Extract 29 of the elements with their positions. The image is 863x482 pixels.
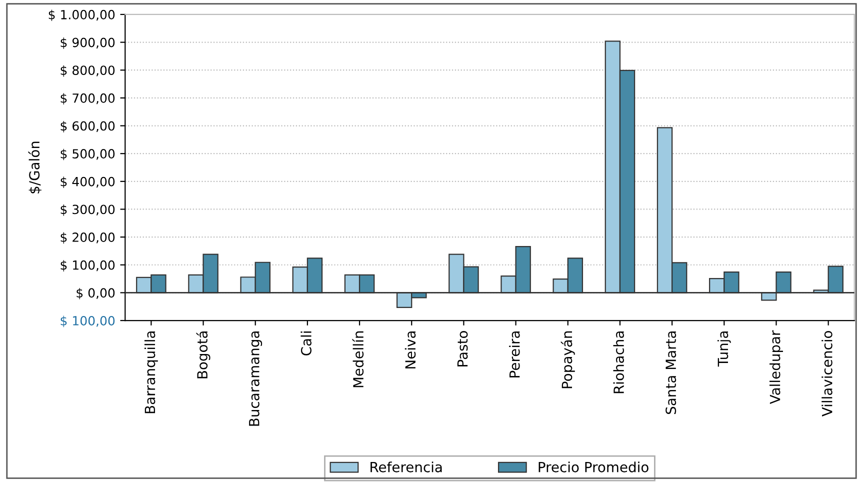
y-tick-label: $ 700,00 (60, 93, 115, 105)
x-tick-label: Pereira (509, 332, 520, 378)
y-tick-label: $ 500,00 (60, 148, 115, 160)
y-tick-label: $ 400,00 (60, 176, 115, 188)
y-tick-label: $ 200,00 (60, 232, 115, 244)
x-tick-label: Neiva (404, 332, 416, 368)
y-tick-label: $ 300,00 (60, 204, 115, 216)
x-tick-label: Cali (300, 332, 312, 356)
legend-label: Precio Promedio (538, 462, 648, 472)
x-tick-label: Bucaramanga (249, 332, 262, 426)
x-tick-label: Bogotá (196, 332, 210, 378)
y-tick-label: $ 100,00 (60, 316, 115, 328)
y-tick-label: $ 600,00 (60, 121, 115, 132)
x-tick-label: Barranquilla (144, 332, 158, 414)
y-axis-title: $/Galón (28, 142, 42, 194)
legend-label: Referencia (370, 462, 442, 472)
y-tick-label: $ 900,00 (60, 38, 115, 49)
y-tick-label: $ 1.000,00 (48, 10, 115, 22)
x-tick-label: Santa Marta (666, 332, 676, 414)
x-tick-label: Riohacha (613, 332, 624, 394)
y-tick-label: $ 100,00 (60, 260, 115, 272)
x-tick-label: Tunja (717, 332, 731, 367)
x-tick-label: Medellín (352, 331, 364, 388)
x-tick-label: Valledupar (770, 330, 783, 404)
x-tick-label: Pasto (457, 331, 468, 366)
x-tick-label: Villavicencio (822, 331, 832, 416)
y-tick-label: $ 0,00 (76, 288, 115, 300)
y-tick-label: $ 800,00 (60, 65, 115, 77)
x-tick-label: Popayán (560, 331, 575, 388)
